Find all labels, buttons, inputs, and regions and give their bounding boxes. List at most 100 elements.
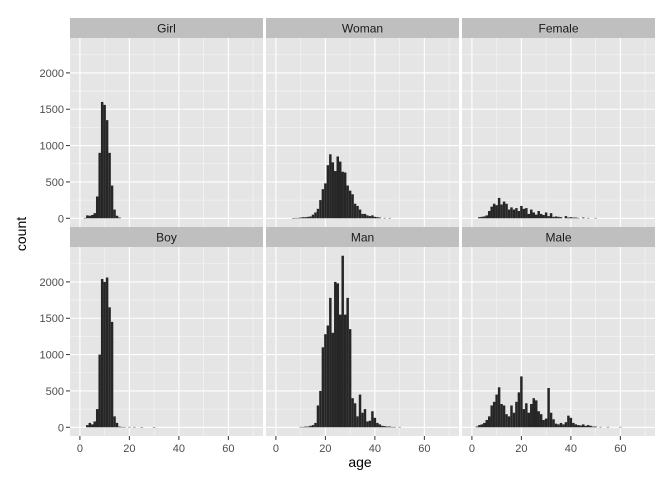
facet-panel-female: Female [462, 18, 655, 227]
histogram-bar [527, 213, 531, 219]
histogram-bar [537, 211, 540, 219]
histogram-bar [490, 405, 493, 428]
histogram-bar [306, 216, 310, 219]
histogram-bar [557, 216, 560, 219]
histogram-bar [547, 388, 550, 428]
histogram-bar [579, 425, 583, 428]
histogram-bar [118, 426, 121, 428]
histogram-bar [549, 213, 553, 219]
x-tick-label: 40 [173, 443, 185, 455]
facet-panels: Girl Woman Female Boy Man Male [70, 18, 655, 436]
histogram-bar [594, 426, 597, 428]
histogram-bar [505, 414, 508, 428]
histogram-bar [500, 204, 503, 219]
histogram-bar [371, 215, 374, 219]
histogram-bar [487, 416, 491, 428]
histogram-bar [552, 419, 555, 428]
histogram-bar [105, 277, 109, 428]
histogram-bar [348, 329, 352, 428]
y-tick-label: 2000 [40, 277, 64, 289]
x-axis-title: age [348, 454, 372, 470]
x-tick-label: 0 [77, 443, 83, 455]
histogram-bar [324, 334, 327, 428]
facet-strip-label: Girl [157, 22, 176, 36]
histogram-bar [510, 207, 513, 219]
facet-strip [462, 18, 655, 38]
panel-background [462, 38, 655, 227]
y-axes: 0 500 1000 1500 2000 0 500 1000 1500 2000 [40, 68, 70, 434]
histogram-bar [88, 422, 92, 428]
histogram-bar [567, 217, 570, 219]
histogram-bar [321, 347, 325, 428]
facet-strip-label: Female [538, 22, 578, 36]
x-tick-label: 60 [418, 443, 430, 455]
histogram-bar [490, 206, 493, 219]
histogram-bar [530, 209, 533, 219]
histogram-bar [485, 215, 488, 219]
x-tick-label: 60 [614, 443, 626, 455]
histogram-bar [522, 208, 526, 219]
histogram-bar [309, 425, 312, 428]
histogram-bar [572, 217, 575, 219]
histogram-bar [356, 416, 359, 428]
facet-strip [70, 18, 263, 38]
histogram-bar [378, 217, 382, 219]
histogram-bar [371, 411, 374, 428]
histogram-bar [562, 424, 565, 428]
histogram-bar [336, 283, 339, 428]
histogram-bar [363, 409, 367, 428]
histogram-bar [549, 412, 553, 428]
histogram-bar [98, 354, 101, 428]
histogram-bar [331, 332, 335, 428]
histogram-bar [108, 307, 111, 428]
y-tick-label: 1500 [40, 104, 64, 116]
histogram-bar [316, 405, 320, 428]
histogram-bar [495, 394, 498, 428]
histogram-bar [334, 281, 337, 428]
histogram-bar [485, 420, 488, 428]
histogram-bar [564, 422, 568, 428]
histogram-bar [316, 208, 320, 219]
histogram-bar [309, 216, 312, 219]
histogram-bar [105, 120, 109, 219]
x-tick-label: 20 [319, 443, 331, 455]
histogram-bar [577, 425, 580, 428]
panel-background [266, 247, 459, 436]
histogram-bar [341, 171, 344, 219]
histogram-bar [492, 401, 496, 428]
histogram-bar [373, 216, 377, 219]
x-tick-label: 0 [469, 443, 475, 455]
histogram-bar [559, 217, 563, 219]
histogram-bar [530, 404, 533, 428]
histogram-bar [480, 216, 484, 219]
histogram-bar [343, 314, 347, 428]
y-tick-label: 1000 [40, 141, 64, 153]
facet-strip-label: Man [351, 231, 374, 245]
histogram-bar [554, 216, 558, 219]
histogram-bar [567, 415, 570, 428]
histogram-bar [515, 208, 518, 219]
histogram-bar [517, 392, 521, 428]
histogram-bar [361, 213, 364, 219]
histogram-bar [346, 185, 349, 219]
histogram-bar [475, 426, 479, 428]
histogram-bar [358, 394, 362, 428]
histogram-bar [500, 404, 503, 428]
histogram-bar [368, 420, 372, 428]
histogram-bar [110, 185, 114, 219]
histogram-bar [478, 217, 481, 219]
x-tick-label: 40 [565, 443, 577, 455]
histogram-bar [319, 200, 322, 219]
histogram-bar [110, 321, 114, 428]
histogram-bar [582, 424, 585, 428]
facet-panel-girl: Girl [70, 18, 263, 227]
histogram-bar [378, 424, 382, 428]
histogram-bar [569, 417, 573, 428]
histogram-bar [574, 217, 578, 219]
y-tick-label: 1500 [40, 313, 64, 325]
histogram-bar [552, 216, 555, 219]
histogram-bar [331, 162, 335, 219]
histogram-bar [557, 424, 560, 428]
histogram-bar [108, 152, 111, 219]
